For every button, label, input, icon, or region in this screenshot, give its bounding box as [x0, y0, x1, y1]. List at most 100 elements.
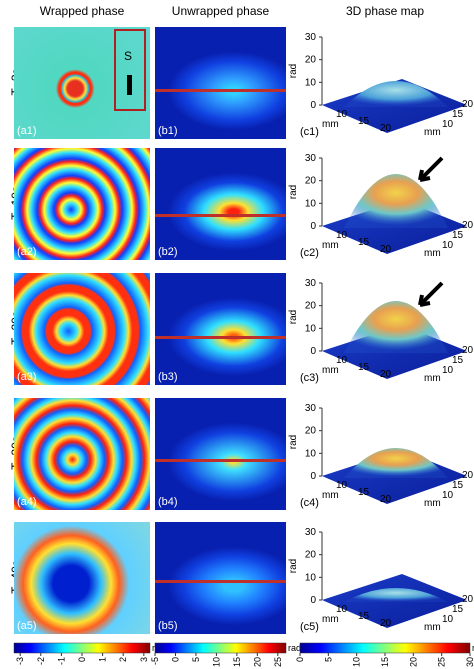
colorbar-tick-label: -3 [15, 657, 25, 665]
y-unit: mm [424, 498, 441, 509]
colorbar-tick-label: 20 [252, 657, 262, 667]
surface-dome [344, 448, 448, 478]
panel-label: (b4) [158, 496, 178, 508]
surface-base [322, 325, 467, 379]
column-header: Unwrapped phase [171, 4, 270, 18]
x-unit: mm [322, 490, 339, 501]
colorbar-tick-label: 30 [465, 657, 474, 667]
arrow [418, 156, 444, 182]
x-tick-label: 20 [380, 618, 392, 629]
colorbar-tick-label: -5 [150, 657, 160, 665]
z-tick-label: 0 [310, 595, 316, 606]
wrapped-phase: (a5) [14, 522, 150, 634]
colorbar-unit: rad [152, 643, 165, 653]
surface-base [322, 574, 467, 628]
profile-line [155, 336, 286, 339]
y-unit: mm [424, 622, 441, 633]
column-header: Wrapped phase [39, 4, 125, 18]
y-tick-label: 15 [452, 604, 464, 615]
z-tick-label: 20 [305, 550, 317, 561]
y-unit: mm [424, 127, 441, 138]
panel-label: (b2) [158, 246, 178, 258]
panel-label: (b3) [158, 371, 178, 383]
colorbar-tick-label: 5 [323, 657, 333, 662]
panel-label: (a2) [17, 246, 37, 258]
z-tick-label: 20 [305, 176, 317, 187]
y-tick-label: 10 [442, 119, 454, 130]
z-tick-label: 20 [305, 426, 317, 437]
profile-line [155, 214, 286, 217]
y-tick-label: 15 [452, 109, 464, 120]
z-tick-label: 10 [305, 572, 317, 583]
z-label: rad [288, 64, 299, 78]
y-tick-label: 10 [442, 490, 454, 501]
surface-base [322, 450, 467, 504]
unwrapped-phase: (b3) [155, 273, 286, 385]
profile-line [155, 89, 286, 92]
z-tick-label: 0 [310, 471, 316, 482]
colorbar [13, 642, 151, 654]
y-unit: mm [424, 248, 441, 259]
colorbar-tick-label: 10 [211, 657, 221, 667]
column-header: 3D phase map [345, 4, 425, 18]
surface-dome [344, 174, 448, 228]
z-tick-label: 30 [305, 403, 317, 414]
x-tick-label: 20 [380, 369, 392, 380]
x-tick-label: 15 [358, 116, 370, 127]
x-tick-label: 10 [336, 480, 348, 491]
colorbar-tick-label: 0 [170, 657, 180, 662]
x-tick-label: 10 [336, 109, 348, 120]
y-tick-label: 20 [462, 99, 474, 110]
x-tick-label: 20 [380, 244, 392, 255]
y-tick-label: 20 [462, 345, 474, 356]
x-unit: mm [322, 614, 339, 625]
z-tick-label: 10 [305, 323, 317, 334]
z-tick-label: 30 [305, 32, 317, 43]
surface-dome [344, 81, 448, 107]
y-tick-label: 20 [462, 220, 474, 231]
colorbar-tick-label: 1 [98, 657, 108, 662]
y-tick-label: 10 [442, 365, 454, 376]
y-tick-label: 15 [452, 355, 464, 366]
panel-label: (a1) [17, 125, 37, 137]
surface-dome [344, 588, 448, 602]
wrapped-phase: (a4) [14, 398, 150, 510]
x-tick-label: 10 [336, 230, 348, 241]
colorbar-tick-label: -2 [36, 657, 46, 665]
panel-label: (c5) [300, 621, 319, 633]
panel-label: (b5) [158, 620, 178, 632]
colorbar-unit: rad [288, 643, 301, 653]
z-tick-label: 30 [305, 527, 317, 538]
z-tick-label: 10 [305, 198, 317, 209]
x-unit: mm [322, 365, 339, 376]
colorbar-tick-label: 20 [408, 657, 418, 667]
panel-label: (c1) [300, 126, 319, 138]
panel-label: (c2) [300, 247, 319, 259]
z-label: rad [288, 310, 299, 324]
x-tick-label: 15 [358, 362, 370, 373]
z-tick-label: 30 [305, 278, 317, 289]
z-tick-label: 30 [305, 153, 317, 164]
x-unit: mm [322, 240, 339, 251]
colorbar-tick-label: 15 [380, 657, 390, 667]
panel-label: (c4) [300, 497, 319, 509]
z-label: rad [288, 435, 299, 449]
z-label: rad [288, 185, 299, 199]
y-tick-label: 15 [452, 230, 464, 241]
colorbar-tick-label: 15 [232, 657, 242, 667]
surface-base [322, 200, 467, 254]
panel-label: (c3) [300, 372, 319, 384]
z-tick-label: 0 [310, 221, 316, 232]
colorbar-tick-label: 25 [273, 657, 283, 667]
inset-label: S [124, 49, 133, 63]
wrapped-phase: (a1) S [14, 27, 150, 139]
z-tick-label: 10 [305, 448, 317, 459]
z-tick-label: 10 [305, 77, 317, 88]
colorbar-tick-label: 0 [77, 657, 87, 662]
unwrapped-phase: (b2) [155, 148, 286, 260]
colorbar-tick-label: 10 [352, 657, 362, 667]
y-unit: mm [424, 373, 441, 384]
